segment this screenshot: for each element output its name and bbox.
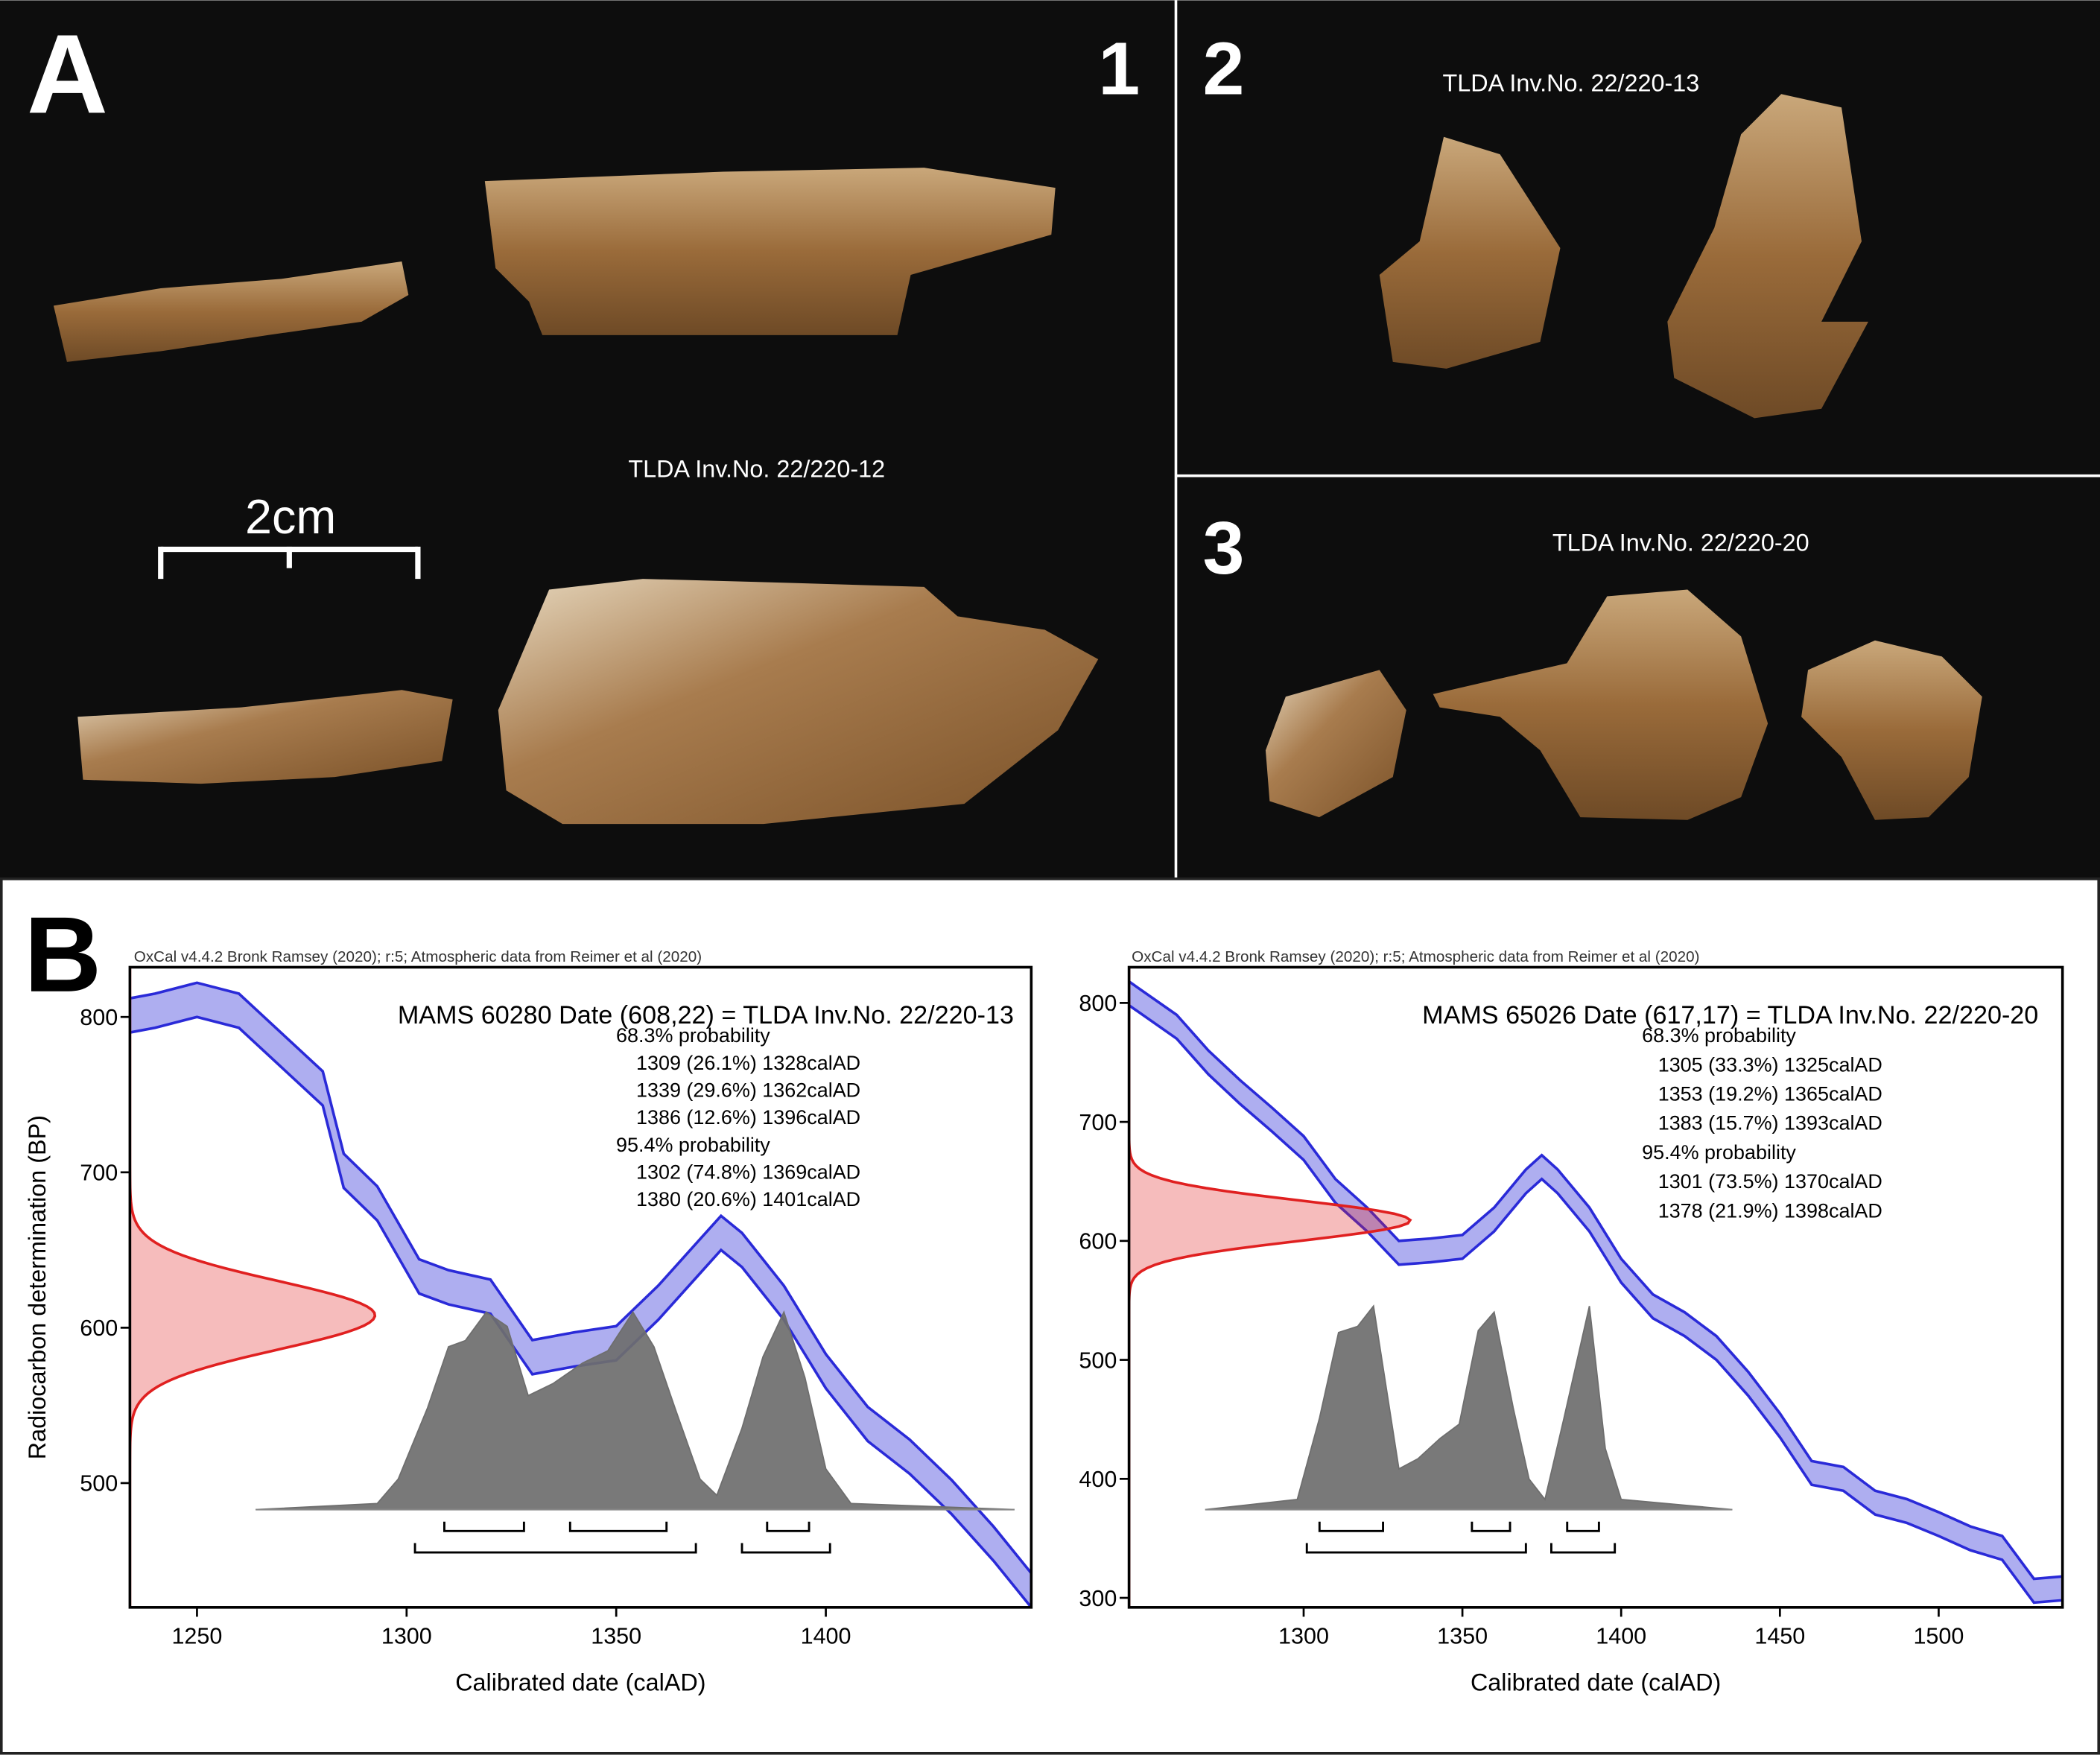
y-tick-label: 300: [1079, 1586, 1117, 1611]
calibration-lower: [130, 1015, 1032, 1608]
probability-heading: 95.4% probability: [1642, 1141, 1796, 1164]
fragment: [77, 690, 453, 784]
x-tick-label: 1300: [1278, 1623, 1329, 1648]
specimen-caption: TLDA Inv.No. 22/220-12: [628, 455, 885, 482]
fragment: [498, 579, 1099, 825]
fragment: [1265, 670, 1406, 818]
chart-header: OxCal v4.4.2 Bronk Ramsey (2020); r:5; A…: [1132, 948, 1699, 965]
range-bracket: [568, 1521, 668, 1532]
chart: OxCal v4.4.2 Bronk Ramsey (2020); r:5; A…: [1079, 948, 2064, 1695]
x-tick-label: 1300: [381, 1623, 432, 1648]
panel-number: 3: [1202, 507, 1244, 590]
panel-label: A: [27, 11, 108, 137]
panel-number: 1: [1098, 27, 1140, 110]
fragment: [484, 168, 1056, 335]
x-tick-label: 1400: [801, 1623, 851, 1648]
y-tick-label: 600: [1079, 1229, 1117, 1254]
photo-fragments: [53, 94, 1982, 825]
x-axis-label: Calibrated date (calAD): [1471, 1669, 1721, 1695]
fragment: [1379, 136, 1561, 369]
calibrated-distribution: [256, 1310, 1015, 1511]
range-bracket: [1318, 1521, 1384, 1532]
scale-bar-label: 2cm: [245, 489, 336, 544]
calibration-lower: [1129, 1004, 2063, 1605]
x-tick-label: 1450: [1754, 1623, 1805, 1648]
probability-heading: 68.3% probability: [616, 1024, 770, 1047]
probability-range: 1305 (33.3%) 1325calAD: [1658, 1053, 1882, 1076]
chart: OxCal v4.4.2 Bronk Ramsey (2020); r:5; A…: [24, 948, 1033, 1695]
probability-range: 1302 (74.8%) 1369calAD: [636, 1161, 860, 1184]
chart-title: MAMS 65026 Date (617,17) = TLDA Inv.No. …: [1422, 1001, 2038, 1029]
range-bracket: [1471, 1521, 1511, 1532]
fragment: [1667, 94, 1868, 419]
calibrated-distribution: [1205, 1304, 1733, 1511]
range-bracket: [740, 1543, 831, 1554]
probability-range: 1309 (26.1%) 1328calAD: [636, 1052, 860, 1074]
x-tick-label: 1350: [591, 1623, 641, 1648]
probability-range: 1353 (19.2%) 1365calAD: [1658, 1083, 1882, 1105]
plot-frame: [1127, 965, 2064, 1609]
probability-range: 1386 (12.6%) 1396calAD: [636, 1106, 860, 1129]
probability-heading: 95.4% probability: [616, 1134, 770, 1156]
range-bracket: [1566, 1521, 1600, 1532]
x-tick-label: 1500: [1913, 1623, 1964, 1648]
y-tick-label: 700: [1079, 1110, 1117, 1135]
calibration-upper: [130, 981, 1032, 1575]
x-axis-label: Calibrated date (calAD): [455, 1669, 705, 1695]
probability-range: 1339 (29.6%) 1362calAD: [636, 1079, 860, 1101]
y-tick-label: 500: [80, 1471, 118, 1497]
y-tick-label: 400: [1079, 1467, 1117, 1492]
fragment: [1433, 589, 1768, 820]
measurement-curve: [130, 967, 375, 1608]
fragment: [1801, 640, 1982, 820]
probability-range: 1383 (15.7%) 1393calAD: [1658, 1112, 1882, 1134]
y-tick-label: 800: [80, 1005, 118, 1030]
plot-frame: [128, 965, 1033, 1609]
scale-bar: [158, 546, 421, 580]
plot-area: [130, 967, 1032, 1608]
y-tick-label: 700: [80, 1161, 118, 1186]
range-bracket: [1550, 1543, 1617, 1554]
specimen-caption: TLDA Inv.No. 22/220-13: [1442, 70, 1699, 97]
fragment: [53, 261, 409, 362]
range-bracket: [413, 1543, 697, 1554]
chart-title: MAMS 60280 Date (608,22) = TLDA Inv.No. …: [398, 1001, 1014, 1029]
y-tick-label: 500: [1079, 1348, 1117, 1373]
x-tick-label: 1350: [1437, 1623, 1488, 1648]
y-tick-label: 600: [80, 1316, 118, 1341]
probability-range: 1380 (20.6%) 1401calAD: [636, 1188, 860, 1210]
x-tick-label: 1400: [1596, 1623, 1646, 1648]
calibration-upper: [1129, 980, 2063, 1581]
probability-heading: 68.3% probability: [1642, 1024, 1796, 1047]
specimen-caption: TLDA Inv.No. 22/220-20: [1552, 529, 1809, 556]
y-tick-label: 800: [1079, 991, 1117, 1016]
calibration-band: [1129, 981, 2063, 1603]
range-bracket: [766, 1521, 811, 1532]
panel-label: B: [24, 895, 101, 1015]
panel-number: 2: [1202, 27, 1244, 110]
y-axis-label: Radiocarbon determination (BP): [24, 1115, 51, 1459]
probability-range: 1301 (73.5%) 1370calAD: [1658, 1170, 1882, 1193]
x-tick-label: 1250: [171, 1623, 222, 1648]
probability-range: 1378 (21.9%) 1398calAD: [1658, 1199, 1882, 1222]
range-bracket: [1305, 1543, 1527, 1554]
range-bracket: [443, 1521, 525, 1532]
chart-header: OxCal v4.4.2 Bronk Ramsey (2020); r:5; A…: [134, 948, 702, 965]
